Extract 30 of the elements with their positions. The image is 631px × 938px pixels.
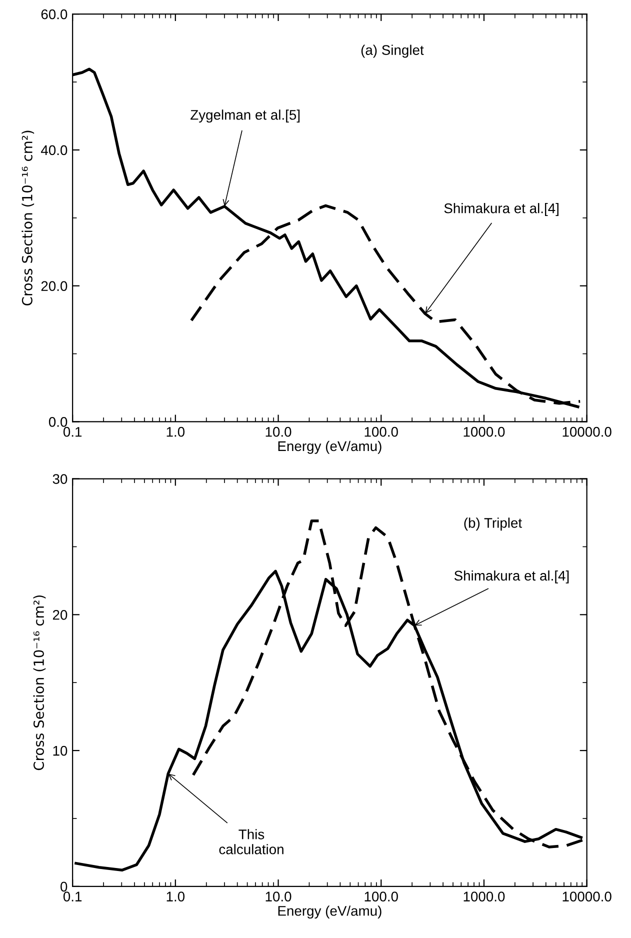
- x-tick-label: 10000.0: [562, 426, 612, 437]
- y-tick-label: 30: [52, 474, 68, 484]
- annotation: (a) Singlet: [361, 44, 424, 58]
- annotation: (b) Triplet: [464, 518, 522, 531]
- x-tick-label: 10000.0: [562, 892, 612, 902]
- annotation: Shimakura et al.[4]: [454, 570, 569, 584]
- x-axis-title: Energy (eV/amu): [278, 906, 382, 919]
- x-axis-title: Energy (eV/amu): [278, 440, 382, 454]
- y-axis-title: Cross Section (10⁻¹⁶ cm²): [33, 595, 46, 770]
- y-tick-label: 40.0: [40, 145, 68, 156]
- y-tick-label: 60.0: [41, 9, 68, 20]
- y-tick-label: 20: [52, 610, 68, 620]
- x-tick-label: 10.0: [266, 892, 292, 902]
- annotation: This calculation: [219, 829, 284, 854]
- x-tick-label: 100.0: [364, 426, 398, 437]
- x-tick-label: 1.0: [166, 892, 185, 902]
- y-tick-label: 0: [60, 882, 68, 892]
- y-axis-title: Cross Section (10⁻¹⁶ cm²): [22, 130, 34, 306]
- x-tick-label: 0.1: [63, 426, 82, 437]
- y-tick-label: 20.0: [41, 281, 68, 291]
- x-tick-label: 1000.0: [464, 426, 505, 437]
- x-tick-label: 10.0: [266, 426, 292, 437]
- annotation: Shimakura et al.[4]: [444, 203, 558, 216]
- x-tick-label: 0.1: [63, 892, 82, 902]
- x-tick-label: 1.0: [166, 426, 185, 437]
- y-tick-label: 0.0: [48, 417, 68, 427]
- x-tick-label: 100.0: [364, 892, 398, 902]
- x-tick-label: 1000.0: [464, 892, 505, 902]
- y-tick-label: 10: [53, 746, 68, 756]
- annotation: Zygelman et al.[5]: [190, 110, 300, 123]
